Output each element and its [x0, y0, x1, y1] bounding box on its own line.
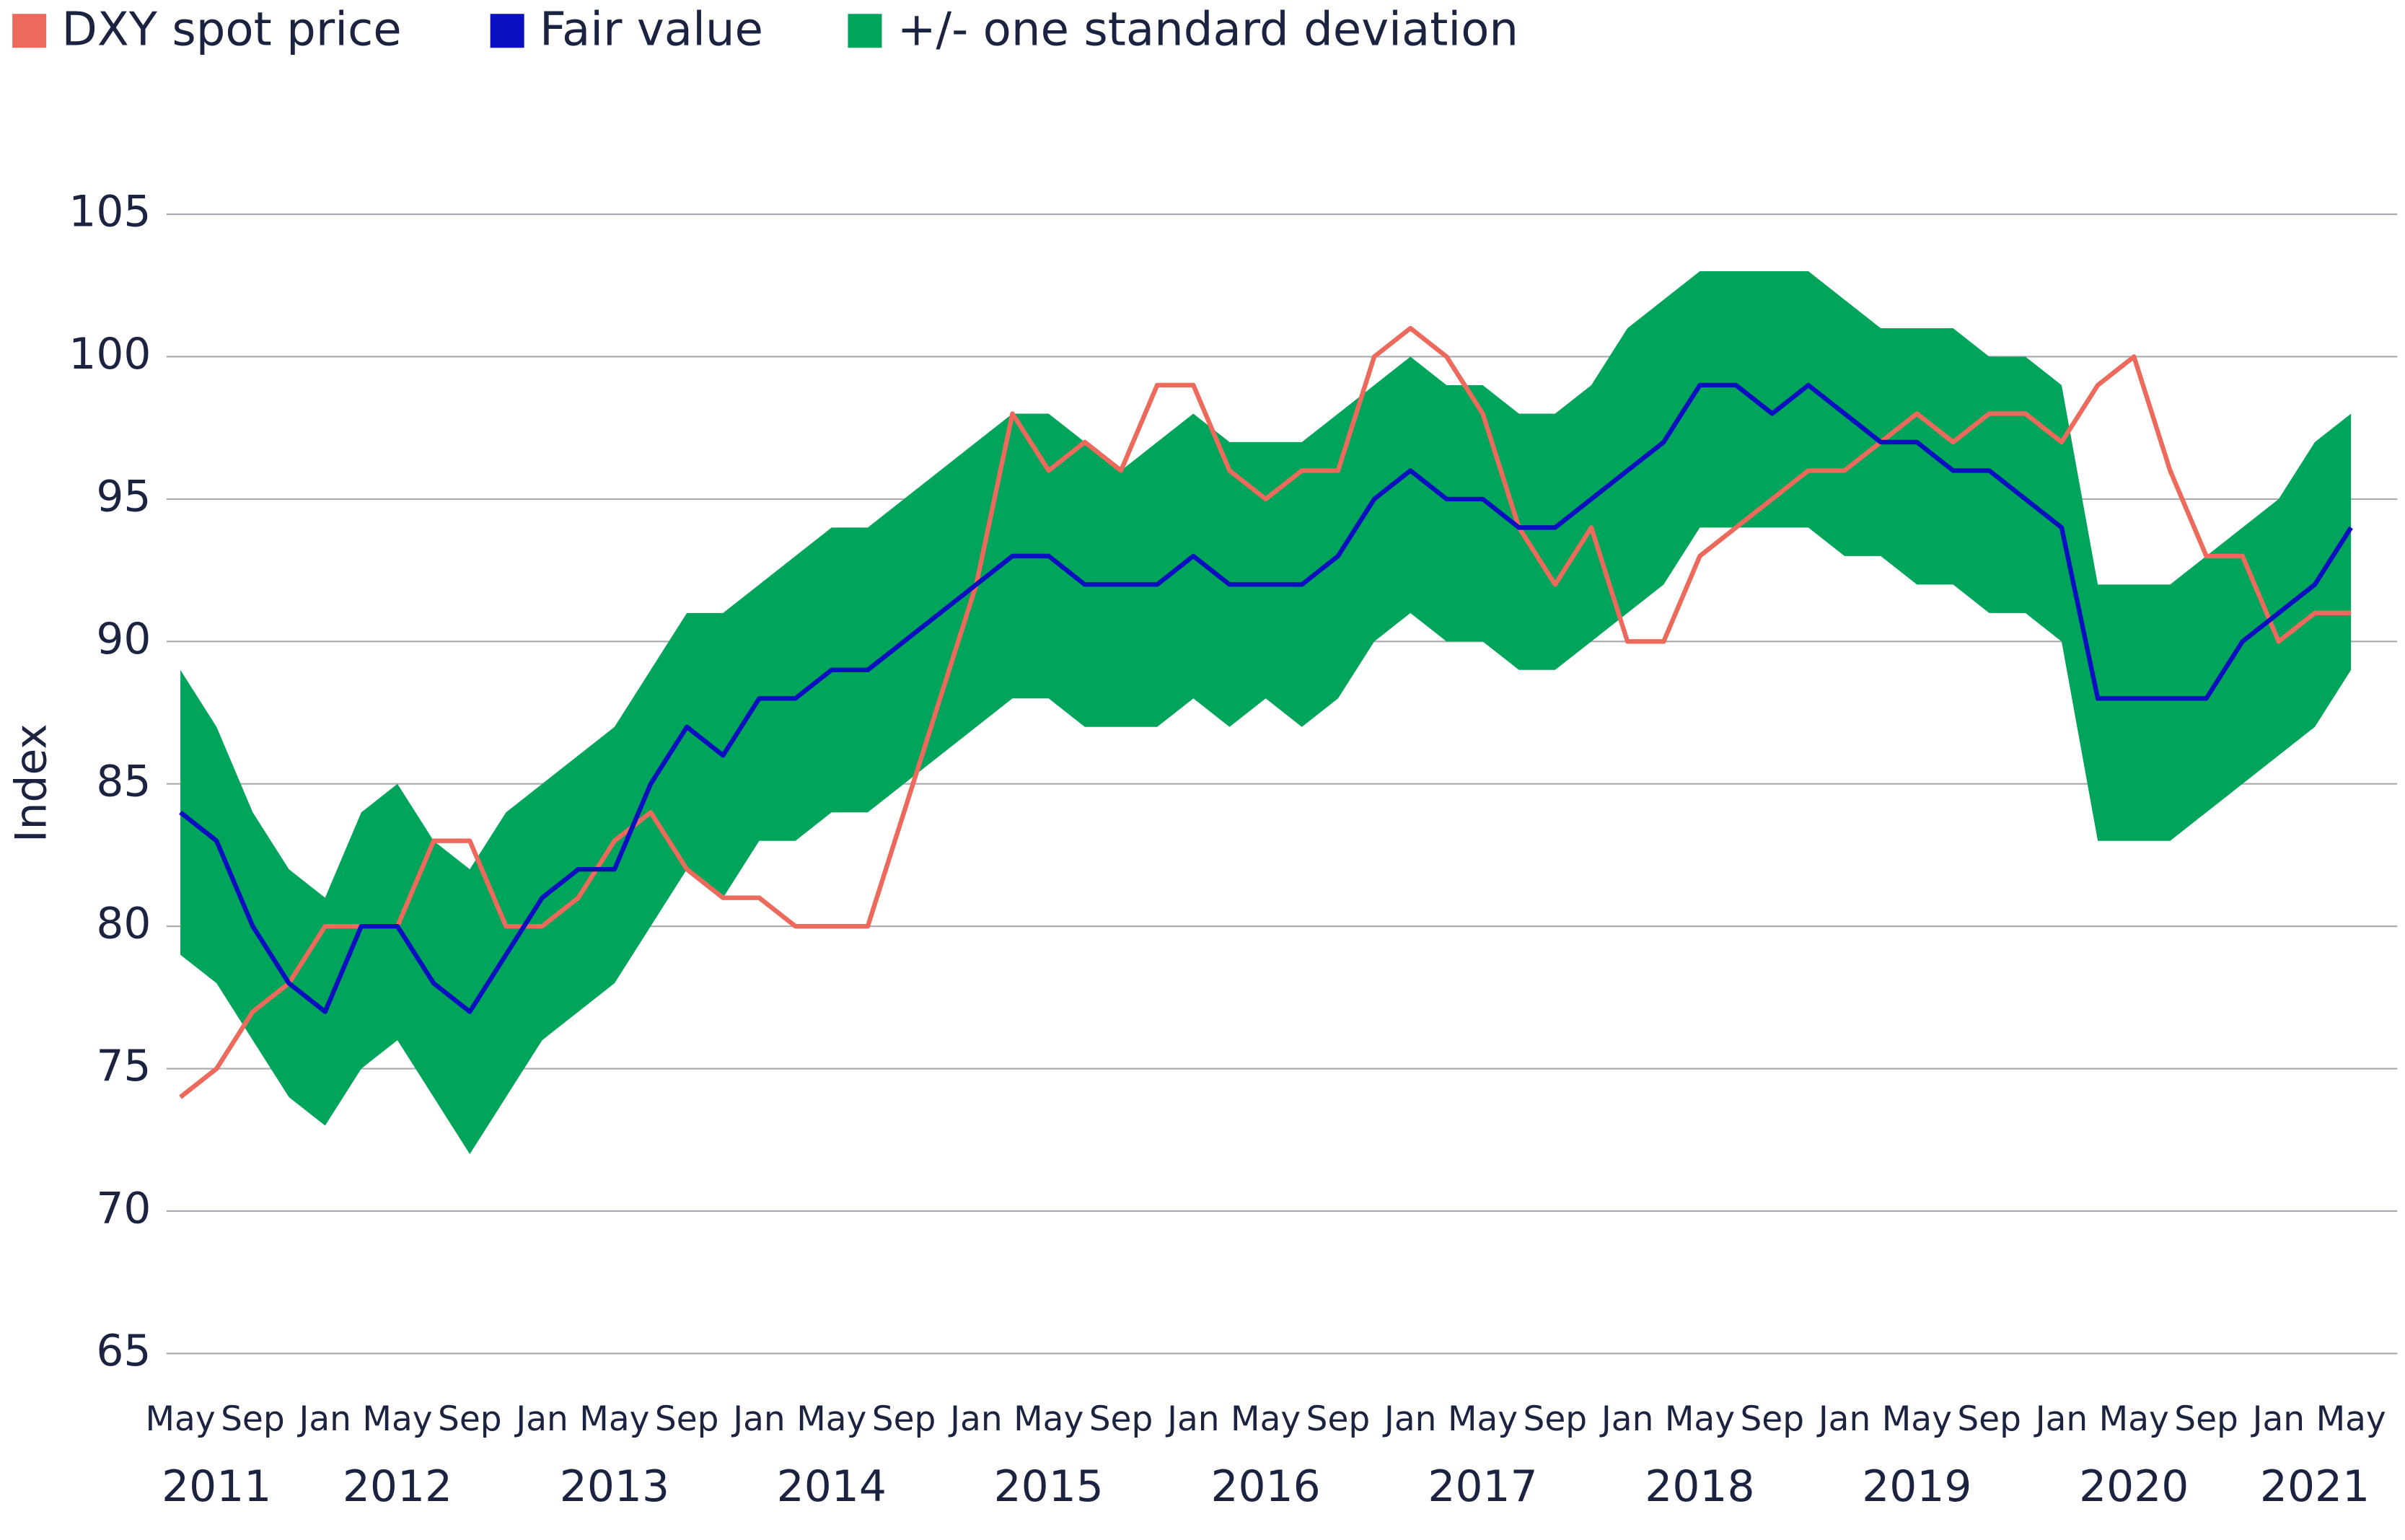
x-tick-label: Sep [872, 1399, 936, 1439]
year-label: 2017 [1428, 1461, 1537, 1512]
x-tick-label: Jan [1599, 1399, 1653, 1439]
x-tick-label: Jan [948, 1399, 1002, 1439]
year-label: 2016 [1210, 1461, 1320, 1512]
y-tick-label: 90 [96, 614, 151, 664]
legend-label: Fair value [540, 2, 763, 56]
y-tick-label: 85 [96, 756, 151, 806]
year-label: 2014 [777, 1461, 887, 1512]
x-tick-label: Sep [1524, 1399, 1588, 1439]
y-tick-label: 95 [96, 471, 151, 522]
year-label: 2019 [1862, 1461, 1971, 1512]
x-tick-label: Sep [655, 1399, 719, 1439]
legend-swatch [12, 14, 47, 48]
x-tick-label: Sep [1740, 1399, 1804, 1439]
y-tick-label: 100 [69, 329, 151, 379]
series-line [179, 382, 2353, 1014]
x-tick-label: Jan [1382, 1399, 1436, 1439]
x-tick-label: Sep [1957, 1399, 2021, 1439]
legend-label: +/- one standard deviation [897, 2, 1518, 56]
legend-swatch [490, 14, 524, 48]
legend-label: DXY spot price [62, 2, 402, 56]
x-tick-label: May [2316, 1399, 2386, 1439]
x-tick-label: May [362, 1399, 432, 1439]
x-tick-label: Jan [2251, 1399, 2305, 1439]
year-label: 2013 [560, 1461, 669, 1512]
year-label: 2011 [162, 1461, 271, 1512]
x-tick-label: Jan [1165, 1399, 1219, 1439]
x-tick-label: Sep [1306, 1399, 1371, 1439]
y-axis-label: Index [6, 723, 57, 842]
x-tick-label: Sep [1089, 1399, 1153, 1439]
legend-swatch [848, 14, 882, 48]
x-tick-label: Jan [296, 1399, 351, 1439]
year-label: 2012 [343, 1461, 452, 1512]
y-tick-label: 75 [96, 1041, 151, 1091]
x-tick-label: Sep [221, 1399, 285, 1439]
x-tick-label: May [579, 1399, 649, 1439]
x-tick-label: Sep [438, 1399, 502, 1439]
x-tick-label: May [796, 1399, 866, 1439]
x-tick-label: May [1882, 1399, 1952, 1439]
year-label: 2021 [2260, 1461, 2370, 1512]
y-tick-label: 70 [96, 1184, 151, 1234]
x-tick-label: Sep [2174, 1399, 2238, 1439]
x-tick-label: Jan [731, 1399, 785, 1439]
x-tick-label: May [1448, 1399, 1518, 1439]
x-tick-label: May [1014, 1399, 1083, 1439]
x-tick-label: May [1665, 1399, 1735, 1439]
y-tick-label: 65 [96, 1326, 151, 1376]
y-tick-label: 105 [69, 187, 151, 237]
x-tick-label: May [145, 1399, 215, 1439]
year-label: 2015 [994, 1461, 1104, 1512]
y-tick-label: 80 [96, 899, 151, 949]
x-tick-label: Jan [2034, 1399, 2088, 1439]
legend: DXY spot price Fair value +/- one standard… [12, 2, 1518, 56]
x-tick-label: Jan [1816, 1399, 1870, 1439]
year-label: 2020 [2079, 1461, 2189, 1512]
x-tick-label: May [2099, 1399, 2169, 1439]
x-tick-label: Jan [514, 1399, 568, 1439]
band-area [180, 271, 2352, 1155]
x-tick-label: May [1231, 1399, 1301, 1439]
series-line [179, 325, 2352, 1099]
year-label: 2018 [1645, 1461, 1754, 1512]
